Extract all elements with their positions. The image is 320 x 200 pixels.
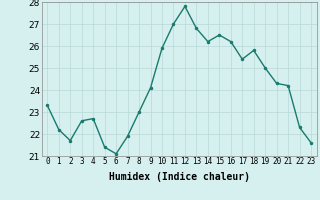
- X-axis label: Humidex (Indice chaleur): Humidex (Indice chaleur): [109, 172, 250, 182]
